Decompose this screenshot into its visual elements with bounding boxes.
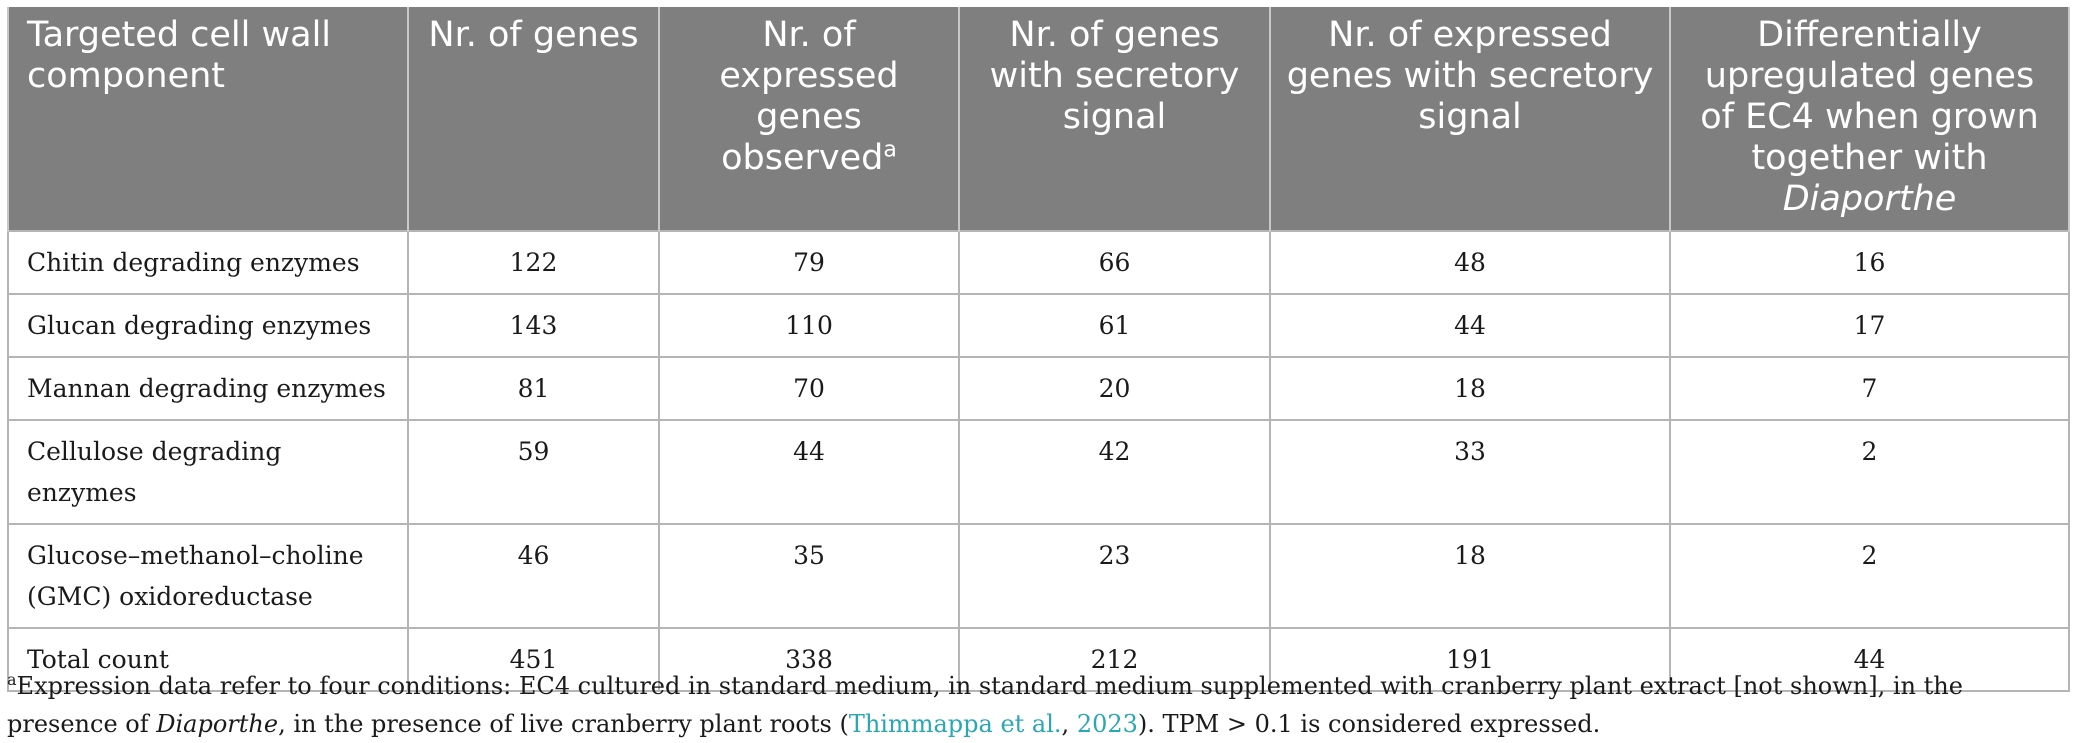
cell-component: Mannan degrading enzymes bbox=[7, 356, 409, 421]
cell-component: Glucan degrading enzymes bbox=[7, 293, 409, 358]
footnote-text: , bbox=[1061, 710, 1077, 738]
cell-secretory: 23 bbox=[958, 523, 1271, 629]
footnote-text: , in the presence of live cranberry plan… bbox=[278, 710, 849, 738]
header-label: Differentially upregulated genes of EC4 … bbox=[1700, 15, 2039, 178]
footnote-marker: a bbox=[883, 137, 897, 163]
cell-upregulated: 7 bbox=[1669, 356, 2070, 421]
header-upregulated-genes: Differentially upregulated genes of EC4 … bbox=[1669, 7, 2070, 231]
header-label: Nr. of expressed genes with secretory si… bbox=[1286, 15, 1654, 137]
cell-genes: 59 bbox=[407, 419, 660, 525]
header-label: Targeted cell wall component bbox=[27, 15, 332, 96]
cell-expressed: 44 bbox=[658, 419, 960, 525]
citation-link[interactable]: Thimmappa et al. bbox=[848, 710, 1062, 738]
cell-secretory: 61 bbox=[958, 293, 1271, 358]
table-footnote: aExpression data refer to four condition… bbox=[7, 667, 2071, 743]
cell-component: Glucose–methanol–choline (GMC) oxidoredu… bbox=[7, 523, 409, 629]
cell-upregulated: 44 bbox=[1669, 627, 2070, 692]
cell-genes: 46 bbox=[407, 523, 660, 629]
table-header: Targeted cell wall component Nr. of gene… bbox=[7, 7, 2070, 231]
cell-expressed-secretory: 33 bbox=[1269, 419, 1671, 525]
header-label: Nr. of expressed genes observed bbox=[719, 15, 899, 178]
header-nr-expressed-secretory-genes: Nr. of expressed genes with secretory si… bbox=[1269, 7, 1671, 231]
cell-upregulated: 16 bbox=[1669, 230, 2070, 295]
cell-expressed: 70 bbox=[658, 356, 960, 421]
table-row: Cellulose degrading enzymes 59 44 42 33 … bbox=[7, 419, 2070, 525]
cell-secretory: 212 bbox=[958, 627, 1271, 692]
cell-upregulated: 2 bbox=[1669, 419, 2070, 525]
cell-expressed-secretory: 18 bbox=[1269, 356, 1671, 421]
footnote-italic: Diaporthe bbox=[156, 710, 279, 738]
cell-upregulated: 2 bbox=[1669, 523, 2070, 629]
footnote-text: ). TPM > 0.1 is considered expressed. bbox=[1137, 710, 1601, 738]
cell-expressed: 35 bbox=[658, 523, 960, 629]
data-table-container: Targeted cell wall component Nr. of gene… bbox=[7, 7, 2070, 692]
cell-expressed: 110 bbox=[658, 293, 960, 358]
table-row: Glucose–methanol–choline (GMC) oxidoredu… bbox=[7, 523, 2070, 629]
header-targeted-component: Targeted cell wall component bbox=[7, 7, 409, 231]
header-nr-genes: Nr. of genes bbox=[407, 7, 660, 231]
header-label: Nr. of genes with secretory signal bbox=[989, 15, 1240, 137]
cell-genes: 451 bbox=[407, 627, 660, 692]
table-body: Chitin degrading enzymes 122 79 66 48 16… bbox=[7, 230, 2070, 692]
header-row: Targeted cell wall component Nr. of gene… bbox=[7, 7, 2070, 231]
table-row: Chitin degrading enzymes 122 79 66 48 16 bbox=[7, 230, 2070, 295]
citation-year-link[interactable]: 2023 bbox=[1076, 710, 1138, 738]
table-row: Mannan degrading enzymes 81 70 20 18 7 bbox=[7, 356, 2070, 421]
cell-genes: 122 bbox=[407, 230, 660, 295]
cell-expressed-secretory: 44 bbox=[1269, 293, 1671, 358]
cell-expressed-secretory: 191 bbox=[1269, 627, 1671, 692]
cell-wall-genes-table: Targeted cell wall component Nr. of gene… bbox=[7, 7, 2070, 692]
cell-component: Total count bbox=[7, 627, 409, 692]
header-nr-secretory-genes: Nr. of genes with secretory signal bbox=[958, 7, 1271, 231]
cell-genes: 81 bbox=[407, 356, 660, 421]
cell-expressed-secretory: 48 bbox=[1269, 230, 1671, 295]
cell-expressed-secretory: 18 bbox=[1269, 523, 1671, 629]
cell-secretory: 66 bbox=[958, 230, 1271, 295]
cell-component: Cellulose degrading enzymes bbox=[7, 419, 409, 525]
cell-expressed: 79 bbox=[658, 230, 960, 295]
table-row-total: Total count 451 338 212 191 44 bbox=[7, 627, 2070, 692]
footnote-marker: a bbox=[7, 670, 17, 689]
cell-secretory: 42 bbox=[958, 419, 1271, 525]
cell-genes: 143 bbox=[407, 293, 660, 358]
table-row: Glucan degrading enzymes 143 110 61 44 1… bbox=[7, 293, 2070, 358]
header-label-italic: Diaporthe bbox=[1782, 179, 1957, 219]
cell-expressed: 338 bbox=[658, 627, 960, 692]
cell-secretory: 20 bbox=[958, 356, 1271, 421]
cell-upregulated: 17 bbox=[1669, 293, 2070, 358]
header-label: Nr. of genes bbox=[428, 15, 639, 55]
cell-component: Chitin degrading enzymes bbox=[7, 230, 409, 295]
footnote-text: Expression data refer to four conditions… bbox=[7, 672, 1963, 738]
header-nr-expressed-genes: Nr. of expressed genes observeda bbox=[658, 7, 960, 231]
